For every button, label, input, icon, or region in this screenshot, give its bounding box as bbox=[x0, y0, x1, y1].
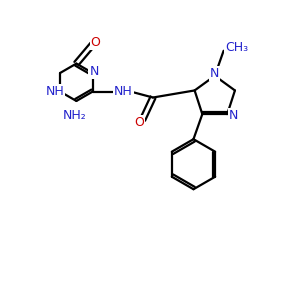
Text: N: N bbox=[210, 67, 220, 80]
Text: NH: NH bbox=[114, 85, 133, 98]
Text: O: O bbox=[91, 37, 100, 50]
Text: NH: NH bbox=[46, 85, 64, 98]
Text: N: N bbox=[229, 109, 238, 122]
Text: CH₃: CH₃ bbox=[225, 41, 248, 54]
Text: N: N bbox=[89, 65, 99, 78]
Text: NH₂: NH₂ bbox=[63, 109, 87, 122]
Text: O: O bbox=[134, 116, 144, 129]
